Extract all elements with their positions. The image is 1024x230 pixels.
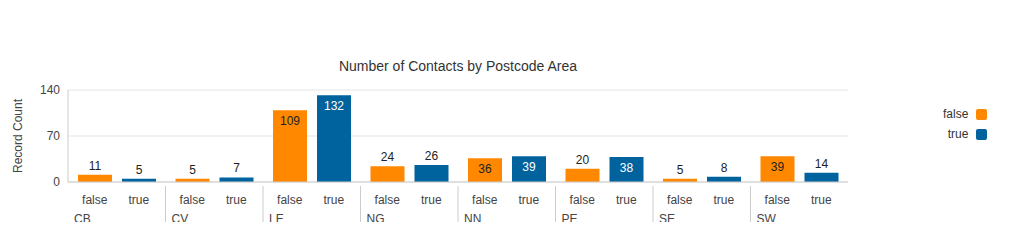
svg-text:70: 70 <box>47 129 61 143</box>
svg-text:14: 14 <box>815 157 829 171</box>
svg-text:false: false <box>82 193 108 207</box>
svg-text:false: false <box>667 193 693 207</box>
svg-text:CV: CV <box>172 212 189 222</box>
svg-text:5: 5 <box>677 163 684 177</box>
svg-text:140: 140 <box>40 83 60 97</box>
svg-text:11: 11 <box>89 159 102 173</box>
html-text:false: false <box>943 107 969 121</box>
svg-text:false: false <box>180 193 206 207</box>
svg-text:39: 39 <box>771 160 785 174</box>
html-text:true: true <box>947 127 969 141</box>
svg-text:false: false <box>277 193 303 207</box>
svg-text:false: false <box>375 193 401 207</box>
svg-text:36: 36 <box>478 162 492 176</box>
svg-text:true: true <box>323 193 344 207</box>
svg-text:true: true <box>713 193 734 207</box>
svg-text:false: false <box>765 193 791 207</box>
svg-text:CB: CB <box>74 212 91 222</box>
svg-text:true: true <box>811 193 832 207</box>
svg-text:0: 0 <box>53 175 60 189</box>
svg-text:5: 5 <box>189 163 196 177</box>
svg-text:true: true <box>421 193 442 207</box>
svg-text:8: 8 <box>721 161 728 175</box>
svg-text:24: 24 <box>381 150 395 164</box>
svg-text:false: false <box>472 193 498 207</box>
svg-text:LE: LE <box>269 212 284 222</box>
svg-text:true: true <box>616 193 637 207</box>
svg-text:39: 39 <box>522 160 536 174</box>
svg-text:26: 26 <box>425 149 439 163</box>
svg-text:7: 7 <box>233 161 240 175</box>
svg-text:NG: NG <box>367 212 385 222</box>
svg-text:5: 5 <box>136 163 143 177</box>
svg-text:109: 109 <box>280 114 300 128</box>
svg-text:SE: SE <box>659 212 675 222</box>
svg-text:PE: PE <box>562 212 578 222</box>
svg-text:38: 38 <box>620 161 634 175</box>
svg-text:NN: NN <box>464 212 481 222</box>
svg-text:true: true <box>128 193 149 207</box>
svg-text:false: false <box>570 193 596 207</box>
svg-text:true: true <box>518 193 539 207</box>
svg-text:132: 132 <box>324 99 344 113</box>
svg-text:20: 20 <box>576 153 590 167</box>
html-text:Number of Contacts by Postcode: Number of Contacts by Postcode Area <box>338 58 578 74</box>
svg-text:SW: SW <box>757 212 777 222</box>
svg-text:true: true <box>226 193 247 207</box>
svg-text:Record Count: Record Count <box>11 98 25 173</box>
